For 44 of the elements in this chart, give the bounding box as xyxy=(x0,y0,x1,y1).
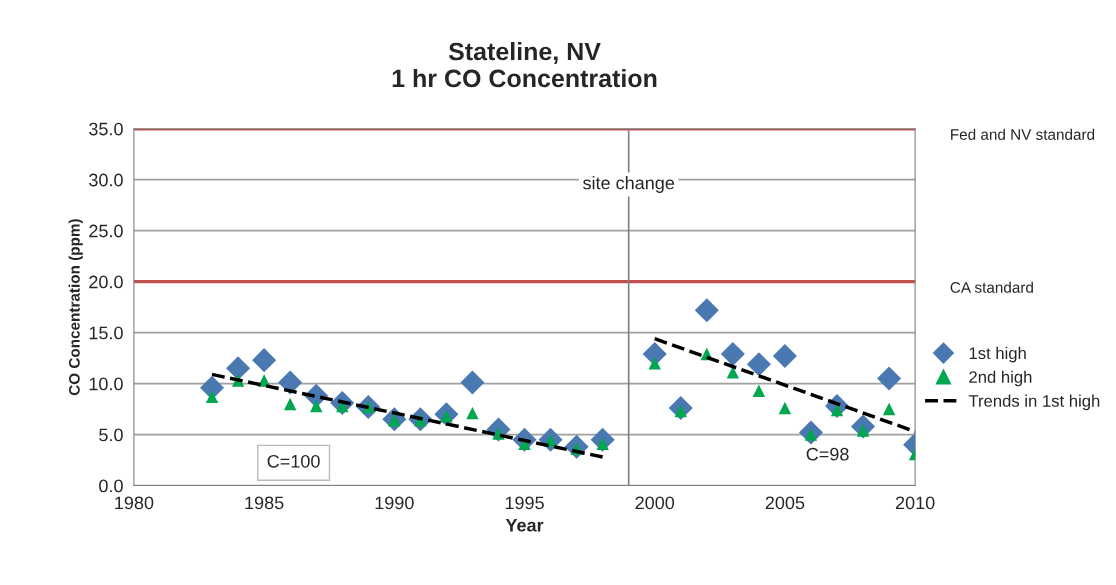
y-axis-title: CO Concentration (ppm) xyxy=(68,219,83,396)
point xyxy=(466,406,479,420)
y-tick-label: 35.0 xyxy=(89,122,123,136)
point xyxy=(648,356,661,370)
point xyxy=(252,348,277,373)
x-axis-title: Year xyxy=(505,519,544,532)
legend-label: 1st high xyxy=(969,346,1026,363)
x-tick-label: 1980 xyxy=(115,496,154,510)
y-tick-label: 10.0 xyxy=(89,377,123,391)
ref-line-label: Fed and NV standard xyxy=(951,128,1095,140)
y-tick-label: 30.0 xyxy=(89,173,123,187)
annotation: C=98 xyxy=(806,447,849,461)
point xyxy=(752,384,766,397)
point xyxy=(309,399,323,413)
x-tick-label: 2010 xyxy=(895,496,935,510)
x-tick-label: 2005 xyxy=(765,496,805,510)
chart-title: Stateline, NV 1 hr CO Concentration xyxy=(392,41,657,88)
point xyxy=(778,401,792,415)
ref-line-label: site change xyxy=(583,176,675,193)
point xyxy=(746,352,771,377)
point xyxy=(877,366,902,391)
y-tick-label: 0.0 xyxy=(99,479,123,493)
ref-line-label: CA standard xyxy=(950,281,1033,293)
y-tick-label: 5.0 xyxy=(99,428,123,442)
y-tick-label: 20.0 xyxy=(89,275,123,289)
x-tick-label: 1995 xyxy=(505,496,544,510)
y-tick-label: 15.0 xyxy=(89,326,123,340)
annotation: C=100 xyxy=(267,454,320,468)
point xyxy=(460,370,485,395)
point xyxy=(720,342,745,367)
point xyxy=(283,397,297,411)
x-tick-label: 1990 xyxy=(375,496,414,510)
legend-label: Trends in 1st high xyxy=(968,394,1100,411)
x-tick-label: 2000 xyxy=(635,496,675,510)
point xyxy=(726,366,740,379)
legend-label: 2nd high xyxy=(969,370,1032,387)
y-tick-label: 25.0 xyxy=(89,224,123,238)
point xyxy=(694,298,719,323)
x-tick-label: 1985 xyxy=(245,496,284,510)
point xyxy=(226,356,251,381)
point xyxy=(882,402,896,416)
point xyxy=(278,370,303,395)
point xyxy=(772,344,797,369)
point xyxy=(205,390,219,404)
